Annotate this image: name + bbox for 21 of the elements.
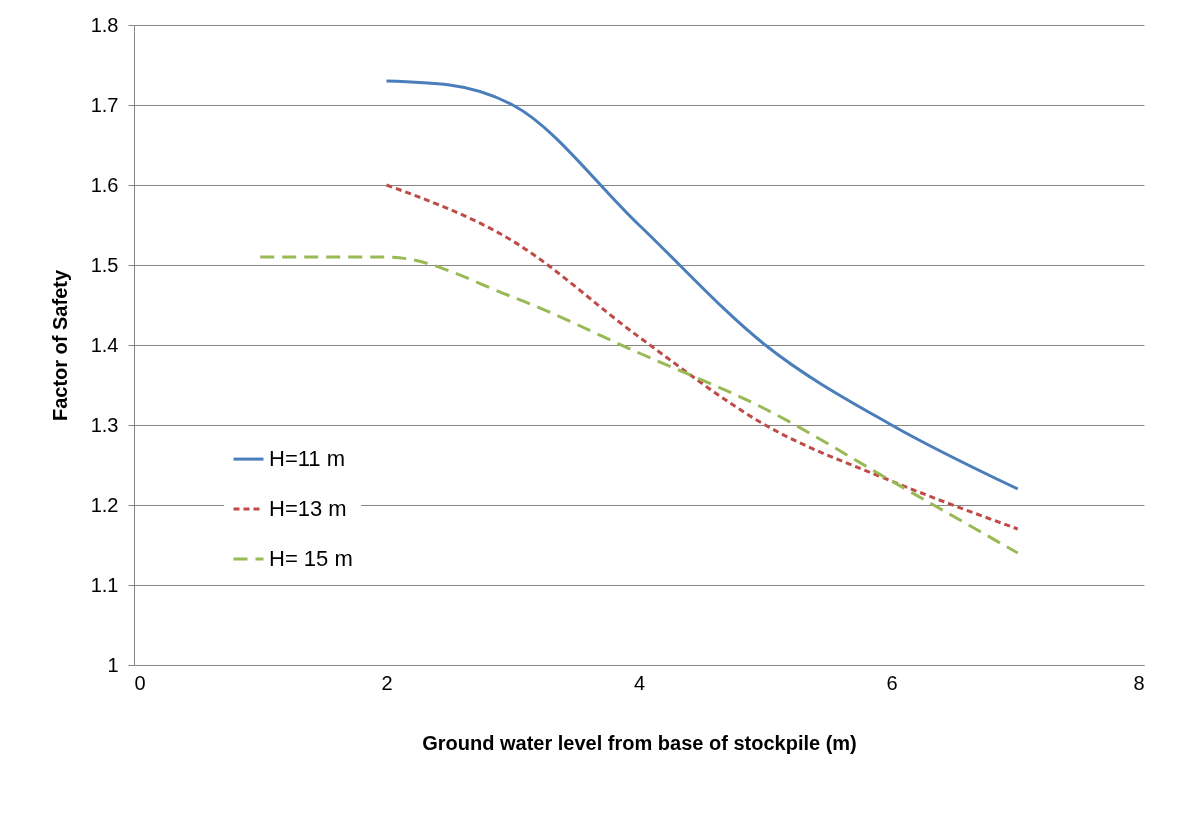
y-tick-label: 1.6 xyxy=(90,173,119,196)
y-tick-label: 1.4 xyxy=(90,333,119,356)
legend-label: H=13 m xyxy=(269,496,347,522)
line-series xyxy=(385,79,1020,491)
y-tick-label: 1.8 xyxy=(90,13,119,36)
x-tick-label: 8 xyxy=(1133,671,1145,694)
x-tick-label: 6 xyxy=(886,671,898,694)
y-tick-label: 1.7 xyxy=(90,93,119,116)
y-axis-title: Factor of Safety xyxy=(48,269,71,422)
legend-label: H= 15 m xyxy=(269,546,353,572)
x-tick-label: 2 xyxy=(381,671,393,694)
x-tick-label: 0 xyxy=(134,671,146,694)
x-tick-label: 4 xyxy=(633,671,646,694)
x-axis-title: Ground water level from base of stockpile (m) xyxy=(422,731,857,754)
line-series xyxy=(385,183,1020,531)
y-tick-label: 1 xyxy=(107,653,119,676)
y-tick-label: 1.5 xyxy=(90,253,119,276)
y-tick-label: 1.1 xyxy=(90,573,119,596)
y-tick-label: 1.3 xyxy=(90,413,119,436)
legend-label: H=11 m xyxy=(269,446,346,472)
y-tick-label: 1.2 xyxy=(90,493,119,516)
